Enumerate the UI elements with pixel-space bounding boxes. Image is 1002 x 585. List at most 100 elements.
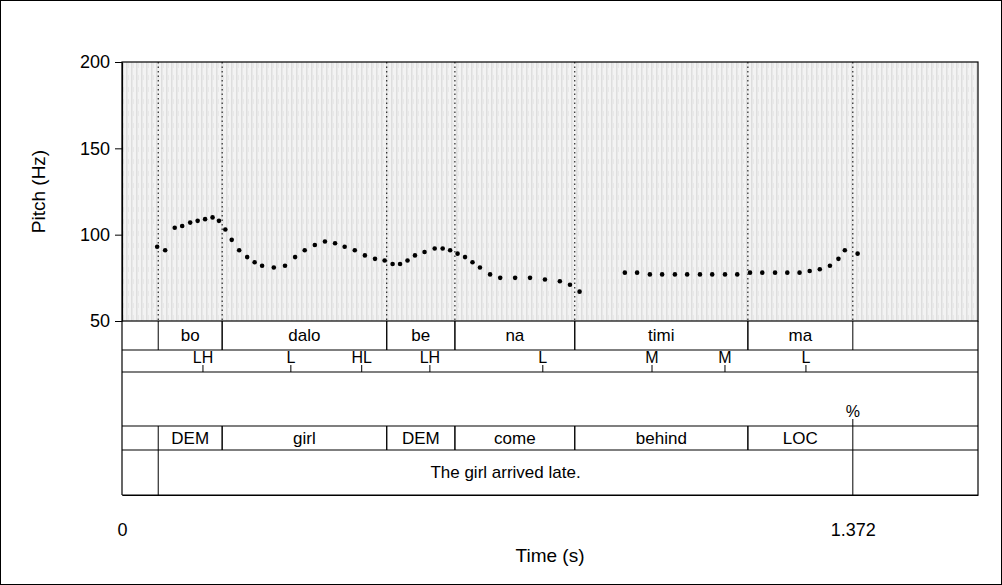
y-tick-mark	[115, 235, 122, 236]
boundary-dotted-line	[454, 62, 455, 321]
pitch-point	[293, 255, 298, 260]
point-label: M	[718, 349, 731, 366]
y-tick-label: 150	[80, 139, 110, 159]
pitch-point	[342, 244, 347, 249]
pitch-point	[488, 272, 493, 277]
interval-boundary	[222, 426, 223, 450]
interval-label: come	[494, 429, 536, 448]
pitch-point	[513, 276, 518, 281]
pitch-point	[252, 260, 257, 265]
pitch-point	[172, 225, 177, 230]
pitch-point	[217, 219, 222, 224]
pitch-point	[685, 272, 690, 277]
pitch-point	[455, 251, 460, 256]
point-tick	[652, 365, 653, 372]
pitch-point	[440, 246, 445, 251]
pitch-point	[195, 219, 200, 224]
pitch-point	[210, 215, 215, 220]
interval-boundary	[454, 426, 455, 450]
point-label: LH	[420, 349, 440, 366]
interval-boundary	[574, 321, 575, 350]
pitch-point	[302, 248, 307, 253]
y-axis-line	[122, 63, 123, 322]
y-tick: 50	[90, 311, 122, 331]
tiers: bodalobenatimimaLHLHLLHLMML%DEMgirlDEMco…	[122, 321, 978, 495]
x-axis-title: Time (s)	[516, 545, 585, 566]
pitch-point	[390, 262, 395, 267]
interval-label: DEM	[171, 429, 209, 448]
pitch-point	[710, 272, 715, 277]
plot-area	[155, 62, 860, 321]
interval-label: be	[411, 326, 430, 345]
pitch-point	[498, 276, 503, 281]
pitch-point	[828, 263, 833, 268]
pitch-point	[180, 224, 185, 229]
interval-boundary	[386, 321, 387, 350]
interval-boundary	[222, 321, 223, 350]
point-label: LH	[193, 349, 213, 366]
interval-boundary	[852, 321, 853, 350]
interval-label: dalo	[288, 326, 320, 345]
pitch-point	[245, 255, 250, 260]
pitch-point	[448, 248, 453, 253]
interval-boundary	[574, 426, 575, 450]
pitch-point	[470, 260, 475, 265]
pitch-point	[155, 244, 160, 249]
point-tick	[542, 365, 543, 372]
x-axis: 01.372	[117, 495, 978, 540]
pitch-point	[333, 241, 338, 246]
interval-boundary	[852, 450, 853, 495]
y-tick: 200	[80, 52, 122, 72]
point-tick	[429, 365, 430, 372]
y-axis: 50 100 150 200	[80, 52, 123, 331]
pitch-point	[373, 257, 378, 262]
tier-left-edge	[121, 321, 122, 495]
interval-label: behind	[636, 429, 687, 448]
interval-label: bo	[181, 326, 200, 345]
pitch-point	[673, 272, 678, 277]
pitch-point	[623, 270, 628, 275]
interval-label: na	[505, 326, 524, 345]
pitch-point	[748, 270, 753, 275]
pitch-point	[648, 272, 653, 277]
outer-frame	[1, 1, 1002, 585]
interval-label: ma	[789, 326, 813, 345]
interval-boundary	[158, 450, 159, 495]
pitch-point	[203, 217, 208, 222]
pitch-point	[807, 269, 812, 274]
interval-boundary	[386, 321, 387, 350]
interval-label: DEM	[402, 429, 440, 448]
pitch-point	[773, 270, 778, 275]
pitch-point	[817, 267, 822, 272]
pitch-point	[223, 227, 228, 232]
y-tick: 150	[80, 139, 122, 159]
tier-row-line	[122, 494, 978, 495]
y-tick-mark	[115, 148, 122, 149]
pitch-point	[568, 282, 573, 287]
x-tick: 0	[117, 495, 127, 540]
interval-boundary	[158, 426, 159, 450]
pitch-point	[660, 272, 665, 277]
interval-boundary	[386, 426, 387, 450]
pitch-point	[528, 276, 533, 281]
tier-row-line	[122, 425, 978, 426]
pitch-point	[283, 263, 288, 268]
point-label: L	[538, 349, 547, 366]
interval-boundary	[747, 426, 748, 450]
pitch-point	[635, 270, 640, 275]
interval-label: timi	[648, 326, 674, 345]
interval-boundary	[386, 426, 387, 450]
pitch-point	[363, 253, 368, 258]
point-tick	[724, 365, 725, 372]
interval-boundary	[747, 426, 748, 450]
pitch-point	[558, 279, 563, 284]
boundary-dotted-line	[386, 62, 387, 321]
y-tick-label: 100	[80, 225, 110, 245]
point-label: L	[801, 349, 810, 366]
interval-label: The girl arrived late.	[430, 463, 580, 482]
pitch-point	[735, 272, 740, 277]
interval-boundary	[158, 321, 159, 350]
interval-boundary	[574, 426, 575, 450]
spectrogram-background	[122, 62, 978, 321]
pitch-point	[478, 265, 483, 270]
